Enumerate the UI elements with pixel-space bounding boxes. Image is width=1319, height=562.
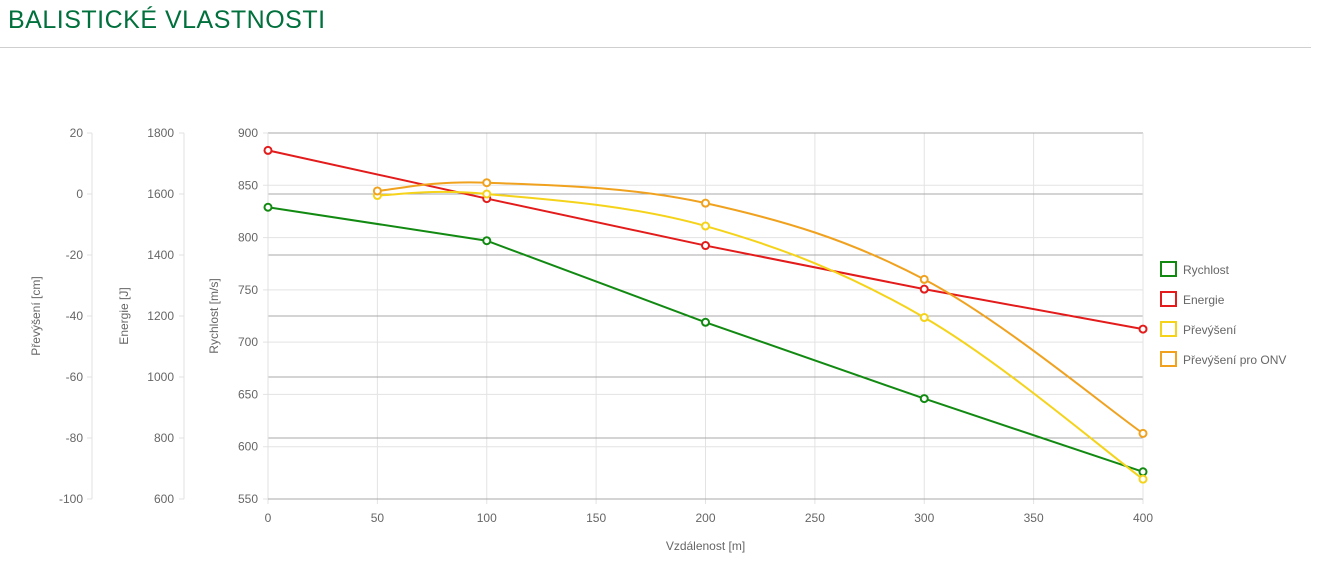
speed-tick-label: 650 (238, 387, 258, 401)
speed-tick-label: 550 (238, 492, 258, 506)
x-tick-label: 0 (265, 511, 272, 525)
legend-label: Převýšení (1183, 323, 1237, 337)
x-tick-label: 400 (1133, 511, 1153, 525)
data-point (701, 198, 710, 208)
energy-tick-label: 600 (154, 492, 174, 506)
data-point (919, 284, 929, 294)
series-line-4 (377, 181, 1144, 435)
x-tick-label: 150 (586, 511, 606, 525)
speed-tick-label: 900 (238, 126, 258, 140)
x-axis-title: Vzdálenost [m] (666, 539, 745, 553)
legend-label: Rychlost (1183, 263, 1230, 277)
speed-axis-title: Rychlost [m/s] (207, 278, 221, 353)
legend-swatch (1160, 351, 1177, 367)
data-point (263, 145, 273, 155)
energy-axis-title: Energie [J] (117, 287, 131, 344)
legend-item[interactable]: Rychlost (1160, 261, 1230, 277)
data-point (701, 317, 710, 327)
drop-tick-label: -80 (66, 431, 84, 445)
speed-tick-label: 700 (238, 335, 258, 349)
data-point (263, 202, 273, 212)
speed-tick-label: 750 (238, 283, 258, 297)
legend-swatch (1160, 261, 1177, 277)
legend-item[interactable]: Energie (1160, 291, 1225, 307)
drop-axis-title: Převýšení [cm] (29, 276, 43, 355)
legend-label: Převýšení pro ONV (1183, 353, 1286, 367)
data-point (701, 241, 710, 251)
data-point (919, 313, 929, 323)
data-point (919, 394, 929, 404)
series-line-3 (377, 190, 1144, 480)
drop-tick-label: -60 (66, 370, 84, 384)
legend-swatch (1160, 321, 1177, 337)
drop-tick-label: -20 (66, 248, 84, 262)
title-divider (0, 47, 1311, 48)
energy-tick-label: 1400 (147, 248, 174, 262)
data-point (1138, 428, 1148, 438)
legend-swatch (1160, 291, 1177, 307)
x-tick-label: 200 (695, 511, 715, 525)
speed-tick-label: 850 (238, 178, 258, 192)
speed-tick-label: 800 (238, 231, 258, 245)
x-tick-label: 350 (1024, 511, 1044, 525)
drop-tick-label: -100 (59, 492, 83, 506)
energy-tick-label: 1200 (147, 309, 174, 323)
x-tick-label: 100 (477, 511, 497, 525)
legend-item[interactable]: Převýšení (1160, 321, 1237, 337)
data-point (372, 186, 382, 196)
data-point (1138, 474, 1148, 484)
data-point (1138, 467, 1148, 477)
drop-tick-label: 20 (70, 126, 84, 140)
x-tick-label: 250 (805, 511, 825, 525)
x-tick-label: 50 (371, 511, 385, 525)
legend-item[interactable]: Převýšení pro ONV (1160, 351, 1286, 367)
energy-tick-label: 800 (154, 431, 174, 445)
speed-tick-label: 600 (238, 440, 258, 454)
energy-tick-label: 1000 (147, 370, 174, 384)
legend-label: Energie (1183, 293, 1225, 307)
energy-tick-label: 1600 (147, 187, 174, 201)
energy-tick-label: 1800 (147, 126, 174, 140)
drop-tick-label: -40 (66, 309, 84, 323)
data-point (919, 274, 929, 284)
data-point (482, 189, 492, 199)
drop-tick-label: 0 (76, 187, 83, 201)
data-point (482, 178, 492, 188)
page-title: BALISTICKÉ VLASTNOSTI (8, 6, 326, 34)
data-point (482, 236, 492, 246)
x-tick-label: 300 (914, 511, 934, 525)
data-point (1138, 324, 1148, 334)
data-point (701, 221, 710, 231)
